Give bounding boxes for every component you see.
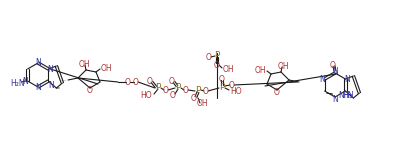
- Text: N: N: [332, 95, 338, 103]
- Text: H₂N: H₂N: [10, 78, 25, 87]
- Text: N: N: [345, 75, 350, 83]
- Text: OH: OH: [78, 60, 90, 69]
- Text: N: N: [35, 82, 41, 91]
- Text: OH: OH: [277, 61, 289, 71]
- Text: O: O: [206, 52, 212, 61]
- Text: O: O: [183, 86, 189, 95]
- Text: N: N: [48, 81, 54, 90]
- Text: P: P: [155, 82, 161, 91]
- Text: OH: OH: [255, 66, 266, 75]
- Text: N: N: [23, 76, 29, 86]
- Text: NH₂: NH₂: [339, 91, 353, 100]
- Text: N: N: [35, 57, 41, 66]
- Text: N: N: [48, 65, 53, 74]
- Text: OH: OH: [223, 65, 235, 74]
- Text: N: N: [320, 75, 326, 83]
- Text: O: O: [163, 86, 169, 95]
- Text: HN: HN: [343, 91, 354, 100]
- Text: O: O: [214, 61, 220, 70]
- Text: O: O: [330, 61, 336, 70]
- Text: O: O: [133, 77, 139, 86]
- Text: N: N: [332, 66, 338, 76]
- Text: ···: ···: [60, 78, 66, 83]
- Text: O: O: [191, 93, 197, 102]
- Text: P: P: [219, 82, 225, 91]
- Text: O: O: [274, 87, 280, 96]
- Text: O: O: [170, 91, 176, 100]
- Text: OH: OH: [101, 64, 113, 72]
- Text: O: O: [147, 76, 153, 86]
- Text: P: P: [195, 86, 201, 95]
- Text: P: P: [214, 51, 220, 60]
- Text: O: O: [87, 86, 93, 95]
- Text: =: =: [55, 86, 60, 91]
- Text: OH: OH: [196, 100, 208, 108]
- Text: O: O: [203, 86, 209, 96]
- Text: HO: HO: [230, 86, 242, 96]
- Text: O: O: [219, 75, 225, 83]
- Text: HO: HO: [140, 91, 152, 100]
- Text: P: P: [175, 82, 181, 91]
- Text: O: O: [125, 77, 131, 86]
- Text: O: O: [229, 81, 235, 90]
- Text: O: O: [169, 76, 175, 86]
